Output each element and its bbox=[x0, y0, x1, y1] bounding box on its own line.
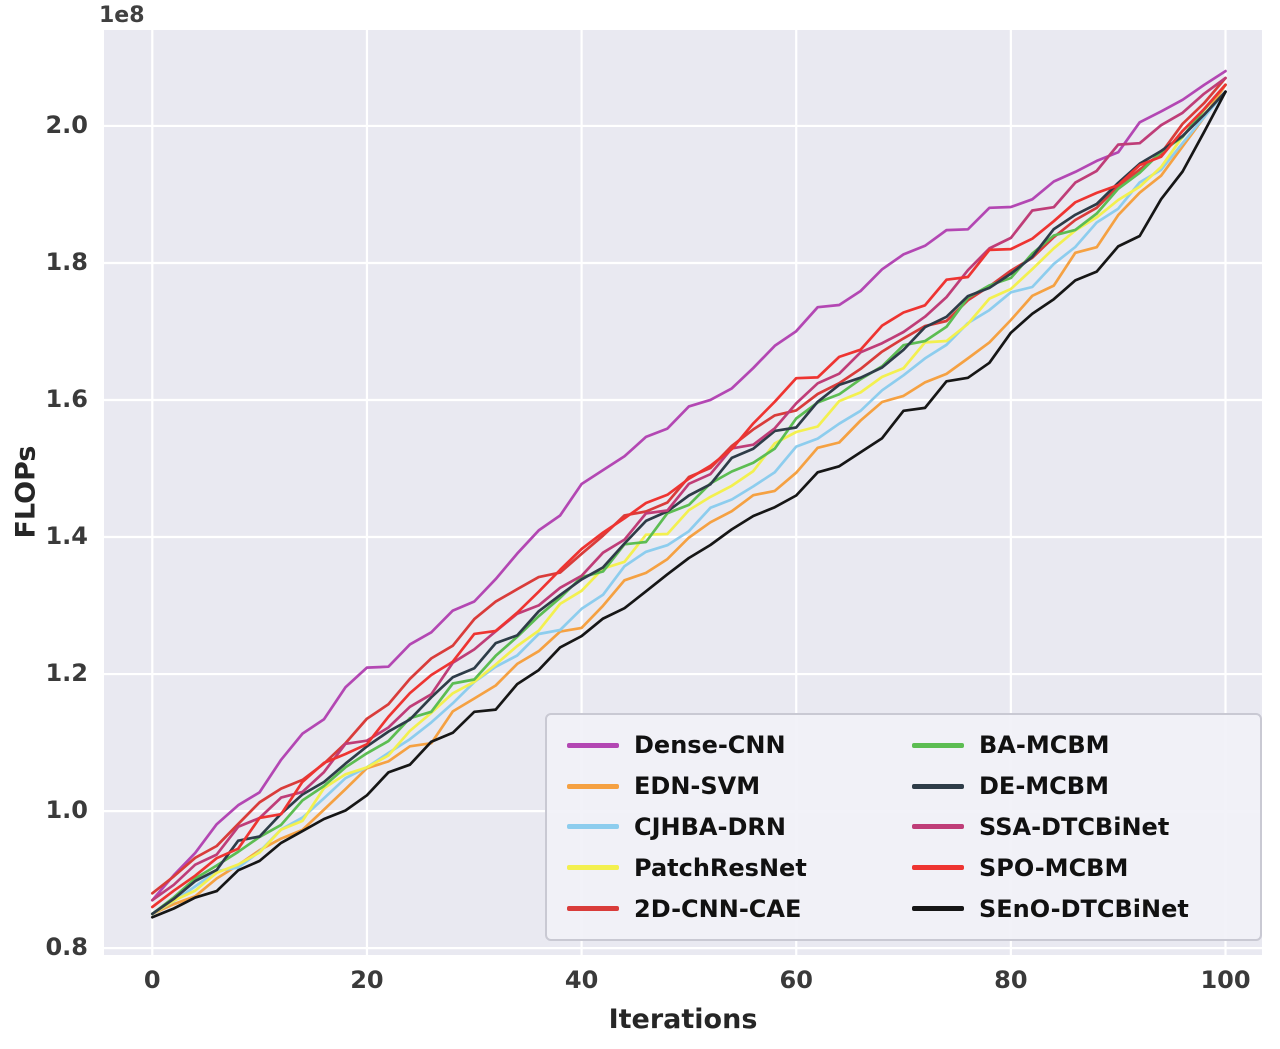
x-tick-label: 0 bbox=[143, 966, 161, 994]
legend-swatch-patchresnet bbox=[567, 865, 619, 871]
legend-label-seno-dtcbinet: SEnO-DTCBiNet bbox=[979, 894, 1189, 923]
x-tick-label: 80 bbox=[994, 966, 1028, 994]
series-line-patchresnet bbox=[150, 83, 1227, 916]
y-tick-label: 2.0 bbox=[45, 110, 88, 139]
legend-label-ssa-dtcbinet: SSA-DTCBiNet bbox=[979, 812, 1170, 841]
y-tick-label: 1.4 bbox=[45, 522, 88, 551]
legend-item-cjhba-drn: CJHBA-DRN bbox=[567, 807, 912, 848]
legend-label-ba-mcbm: BA-MCBM bbox=[979, 731, 1110, 760]
legend-swatch-edn-svm bbox=[567, 783, 619, 789]
legend-item-dense-cnn: Dense-CNN bbox=[567, 725, 912, 766]
x-tick-label: 40 bbox=[564, 966, 599, 994]
legend-item-patchresnet: PatchResNet bbox=[567, 847, 912, 888]
series-line-edn-svm bbox=[150, 83, 1227, 916]
legend-swatch-seno-dtcbinet bbox=[912, 906, 964, 912]
series-line-spo-mcbm bbox=[150, 83, 1227, 909]
legend-swatch-dense-cnn bbox=[567, 742, 619, 748]
legend-swatch-cjhba-drn bbox=[567, 824, 619, 830]
series-line-seno-dtcbinet bbox=[150, 90, 1227, 919]
series-line-2d-cnn-cae bbox=[150, 76, 1227, 895]
legend-swatch-spo-mcbm bbox=[912, 865, 964, 871]
legend-label-cjhba-drn: CJHBA-DRN bbox=[634, 812, 786, 841]
y-tick-label: 1.2 bbox=[45, 659, 88, 688]
legend: Dense-CNN EDN-SVM CJHBA-DRN PatchResNet 2D-C… bbox=[545, 713, 1262, 941]
legend-item-spo-mcbm: SPO-MCBM bbox=[912, 847, 1254, 888]
gridlines bbox=[104, 30, 1262, 955]
x-tick-label: 100 bbox=[1200, 966, 1251, 994]
legend-label-2d-cnn-cae: 2D-CNN-CAE bbox=[634, 894, 802, 923]
series-line-dense-cnn bbox=[150, 69, 1227, 902]
series-line-de-mcbm bbox=[150, 90, 1227, 916]
series-line-ssa-dtcbinet bbox=[150, 76, 1227, 902]
legend-item-de-mcbm: DE-MCBM bbox=[912, 766, 1254, 807]
y-tick-label: 1.8 bbox=[45, 247, 88, 276]
legend-label-spo-mcbm: SPO-MCBM bbox=[979, 853, 1129, 882]
y-tick-label: 0.8 bbox=[45, 933, 88, 962]
legend-item-ssa-dtcbinet: SSA-DTCBiNet bbox=[912, 807, 1254, 848]
legend-swatch-ssa-dtcbinet bbox=[912, 824, 964, 830]
legend-item-ba-mcbm: BA-MCBM bbox=[912, 725, 1254, 766]
legend-item-edn-svm: EDN-SVM bbox=[567, 766, 912, 807]
x-tick-label: 20 bbox=[350, 966, 384, 994]
legend-label-dense-cnn: Dense-CNN bbox=[634, 731, 786, 760]
legend-item-seno-dtcbinet: SEnO-DTCBiNet bbox=[912, 888, 1254, 929]
series-line-ba-mcbm bbox=[150, 83, 1227, 916]
legend-label-patchresnet: PatchResNet bbox=[634, 853, 807, 882]
legend-swatch-ba-mcbm bbox=[912, 742, 964, 748]
legend-label-de-mcbm: DE-MCBM bbox=[979, 772, 1109, 801]
legend-swatch-2d-cnn-cae bbox=[567, 906, 619, 912]
series-line-cjhba-drn bbox=[150, 90, 1227, 916]
legend-item-2d-cnn-cae: 2D-CNN-CAE bbox=[567, 888, 912, 929]
y-tick-label: 1.6 bbox=[45, 385, 88, 413]
x-tick-label: 60 bbox=[779, 966, 813, 994]
y-axis-offset-text: 1e8 bbox=[99, 3, 145, 28]
x-axis-label: Iterations bbox=[608, 1004, 758, 1035]
legend-swatch-de-mcbm bbox=[912, 783, 964, 789]
y-tick-label: 1.0 bbox=[45, 796, 88, 825]
legend-label-edn-svm: EDN-SVM bbox=[634, 772, 761, 801]
